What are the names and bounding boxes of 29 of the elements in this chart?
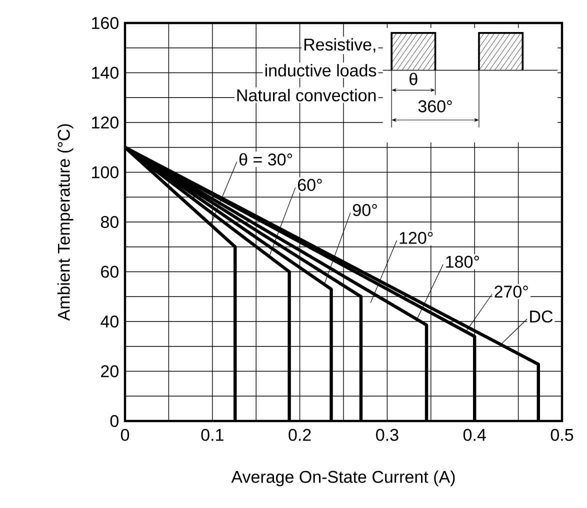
x-tick-label: 0.1 bbox=[201, 428, 224, 441]
y-tick-label: 40 bbox=[100, 315, 118, 328]
annotation: θ bbox=[410, 72, 418, 86]
x-tick-label: 0.4 bbox=[463, 428, 486, 441]
x-axis-title: Average On-State Current (A) bbox=[231, 470, 455, 486]
text: 60° bbox=[298, 178, 322, 191]
text: 120° bbox=[400, 232, 433, 244]
series-label: DC bbox=[530, 310, 553, 323]
y-tick-label: 0 bbox=[110, 414, 118, 428]
y-tick-label: 60 bbox=[101, 266, 118, 278]
annotation: Natural convection bbox=[237, 88, 376, 102]
y-tick-label: 20 bbox=[101, 365, 118, 378]
annotation: inductive loads bbox=[265, 64, 376, 77]
x-tick-label: 0.5 bbox=[550, 428, 574, 441]
y-axis-title: Ambient Temperature (°C) bbox=[57, 124, 74, 321]
text: 90° bbox=[352, 204, 377, 216]
x-tick-label: 0 bbox=[120, 428, 130, 441]
annotation: 360° bbox=[418, 100, 452, 112]
y-tick-label: 120 bbox=[92, 116, 118, 129]
y-tick-label: 80 bbox=[100, 216, 118, 228]
text: 180° bbox=[446, 256, 479, 268]
y-tick-label: 160 bbox=[92, 16, 118, 30]
x-tick-label: 0.3 bbox=[376, 428, 398, 441]
annotation: Resistive, bbox=[304, 38, 376, 53]
y-tick-label: 100 bbox=[92, 166, 118, 178]
text: θ = 30° bbox=[239, 153, 292, 166]
x-tick-label: 0.2 bbox=[288, 428, 311, 441]
y-tick-label: 140 bbox=[92, 66, 118, 79]
text: 270° bbox=[494, 286, 528, 298]
